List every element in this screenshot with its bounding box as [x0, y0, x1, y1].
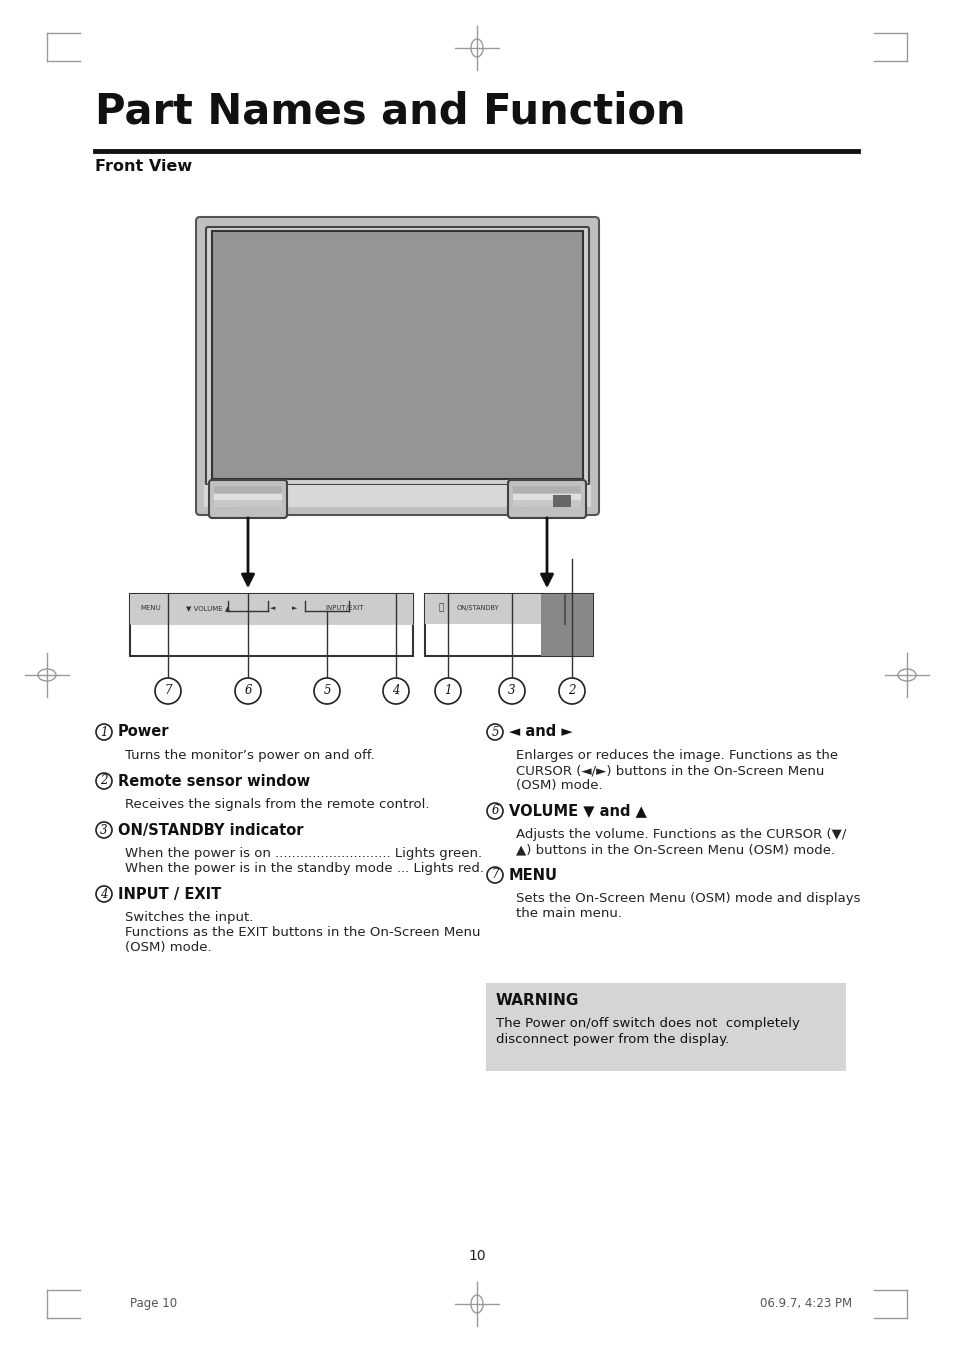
Text: the main menu.: the main menu.	[516, 907, 621, 920]
Bar	[130, 594, 413, 624]
Circle shape	[96, 724, 112, 740]
Text: MENU: MENU	[140, 605, 161, 611]
Text: 1: 1	[444, 685, 452, 697]
Text: WARNING: WARNING	[496, 993, 578, 1008]
Text: 2: 2	[568, 685, 576, 697]
Text: ▲) buttons in the On-Screen Menu (OSM) mode.: ▲) buttons in the On-Screen Menu (OSM) m…	[516, 843, 834, 857]
Text: Functions as the EXIT buttons in the On-Screen Menu: Functions as the EXIT buttons in the On-…	[125, 925, 480, 939]
Bar	[513, 486, 580, 493]
FancyBboxPatch shape	[507, 480, 585, 517]
Text: ON/STANDBY indicator: ON/STANDBY indicator	[118, 823, 303, 838]
Text: 06.9.7, 4:23 PM: 06.9.7, 4:23 PM	[760, 1297, 851, 1310]
Bar	[213, 494, 282, 501]
Text: ◄ and ►: ◄ and ►	[509, 724, 572, 739]
Bar	[513, 494, 580, 501]
Bar	[130, 594, 413, 657]
FancyBboxPatch shape	[209, 480, 287, 517]
Text: Turns the monitor’s power on and off.: Turns the monitor’s power on and off.	[125, 748, 375, 762]
Circle shape	[96, 886, 112, 902]
Bar	[212, 231, 582, 480]
Text: 6: 6	[491, 804, 498, 817]
Text: Page 10: Page 10	[130, 1297, 177, 1310]
Text: CURSOR (◄/►) buttons in the On-Screen Menu: CURSOR (◄/►) buttons in the On-Screen Me…	[516, 765, 823, 777]
Bar	[424, 594, 593, 657]
Text: ▼ VOLUME ▲: ▼ VOLUME ▲	[186, 605, 230, 611]
Text: ·: ·	[518, 504, 521, 513]
Circle shape	[486, 867, 502, 884]
Circle shape	[382, 678, 409, 704]
Text: 3: 3	[100, 824, 108, 836]
Text: ⏻: ⏻	[438, 604, 444, 612]
Circle shape	[154, 678, 181, 704]
Text: Part Names and Function: Part Names and Function	[95, 91, 685, 132]
Text: 10: 10	[468, 1250, 485, 1263]
Text: 5: 5	[323, 685, 331, 697]
Circle shape	[486, 724, 502, 740]
Text: MENU: MENU	[509, 867, 558, 882]
Text: INPUT / EXIT: INPUT / EXIT	[118, 886, 221, 901]
Text: 1: 1	[100, 725, 108, 739]
Text: INPUT/EXIT: INPUT/EXIT	[325, 605, 363, 611]
Circle shape	[435, 678, 460, 704]
Text: 7: 7	[491, 869, 498, 881]
Circle shape	[498, 678, 524, 704]
Bar	[553, 494, 571, 507]
Text: Enlarges or reduces the image. Functions as the: Enlarges or reduces the image. Functions…	[516, 748, 838, 762]
FancyBboxPatch shape	[206, 227, 588, 485]
Text: (OSM) mode.: (OSM) mode.	[125, 942, 212, 954]
Text: 7: 7	[164, 685, 172, 697]
Text: Power: Power	[118, 724, 170, 739]
Text: 3: 3	[508, 685, 516, 697]
Text: When the power is on ............................ Lights green.: When the power is on ...................…	[125, 847, 481, 861]
Text: Sets the On-Screen Menu (OSM) mode and displays: Sets the On-Screen Menu (OSM) mode and d…	[516, 892, 860, 905]
Circle shape	[234, 678, 261, 704]
Circle shape	[96, 821, 112, 838]
Text: 4: 4	[100, 888, 108, 901]
Text: 2: 2	[100, 774, 108, 788]
Bar	[213, 486, 282, 493]
Circle shape	[558, 678, 584, 704]
Text: Receives the signals from the remote control.: Receives the signals from the remote con…	[125, 798, 429, 811]
Text: When the power is in the standby mode ... Lights red.: When the power is in the standby mode ..…	[125, 862, 483, 875]
Bar	[540, 594, 593, 657]
Text: ◄: ◄	[270, 605, 275, 611]
Text: VOLUME ▼ and ▲: VOLUME ▼ and ▲	[509, 804, 646, 819]
Text: ON/STANDBY: ON/STANDBY	[456, 605, 499, 611]
Text: (OSM) mode.: (OSM) mode.	[516, 780, 602, 792]
Text: Adjusts the volume. Functions as the CURSOR (▼/: Adjusts the volume. Functions as the CUR…	[516, 828, 845, 842]
Text: · · · · ·: · · · · ·	[218, 507, 235, 512]
Circle shape	[96, 773, 112, 789]
Text: 5: 5	[491, 725, 498, 739]
Circle shape	[314, 678, 339, 704]
Text: Remote sensor window: Remote sensor window	[118, 774, 310, 789]
Bar	[513, 500, 580, 507]
Text: The Power on/off switch does not  completely: The Power on/off switch does not complet…	[496, 1017, 799, 1029]
Text: Switches the input.: Switches the input.	[125, 911, 253, 924]
Text: disconnect power from the display.: disconnect power from the display.	[496, 1034, 729, 1046]
Text: ►: ►	[292, 605, 297, 611]
Bar	[485, 984, 845, 1071]
FancyBboxPatch shape	[195, 218, 598, 515]
Text: 6: 6	[244, 685, 252, 697]
Circle shape	[486, 802, 502, 819]
Bar	[424, 594, 593, 624]
Bar	[213, 500, 282, 507]
Text: Front View: Front View	[95, 159, 192, 174]
Bar	[204, 485, 590, 507]
Text: 4: 4	[392, 685, 399, 697]
